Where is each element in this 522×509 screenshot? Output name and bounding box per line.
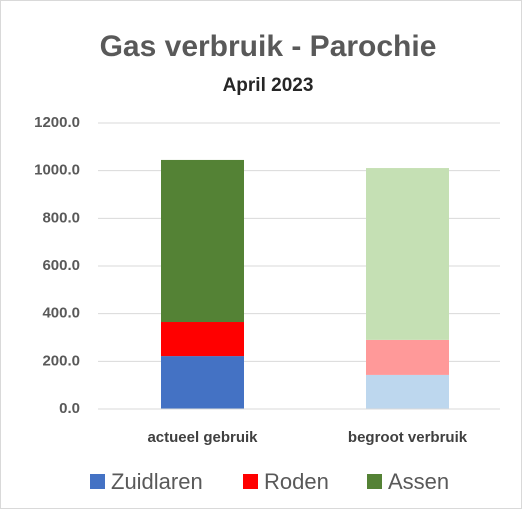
chart-subtitle: April 2023 <box>223 75 314 96</box>
x-tick-label: begroot verbruik <box>348 429 468 446</box>
bar-segment <box>366 168 449 340</box>
legend-swatch <box>90 474 105 489</box>
bar-segment <box>161 356 244 409</box>
y-tick-label: 200.0 <box>42 352 80 369</box>
y-tick-label: 800.0 <box>42 209 80 226</box>
legend-label: Roden <box>264 469 329 494</box>
legend-label: Assen <box>388 469 449 494</box>
legend-swatch <box>243 474 258 489</box>
y-tick-label: 1000.0 <box>34 162 80 179</box>
bar-segment <box>366 339 449 375</box>
y-tick-label: 0.0 <box>59 400 80 417</box>
y-tick-label: 400.0 <box>42 305 80 322</box>
bar-segment <box>161 159 244 323</box>
legend-label: Zuidlaren <box>111 469 203 494</box>
legend-swatch <box>367 474 382 489</box>
x-tick-label: actueel gebruik <box>147 429 258 446</box>
y-tick-label: 1200.0 <box>34 114 80 131</box>
bar-segment <box>366 374 449 409</box>
y-tick-label: 600.0 <box>42 257 80 274</box>
chart-title: Gas verbruik - Parochie <box>100 30 437 63</box>
bar-segment <box>161 322 244 357</box>
